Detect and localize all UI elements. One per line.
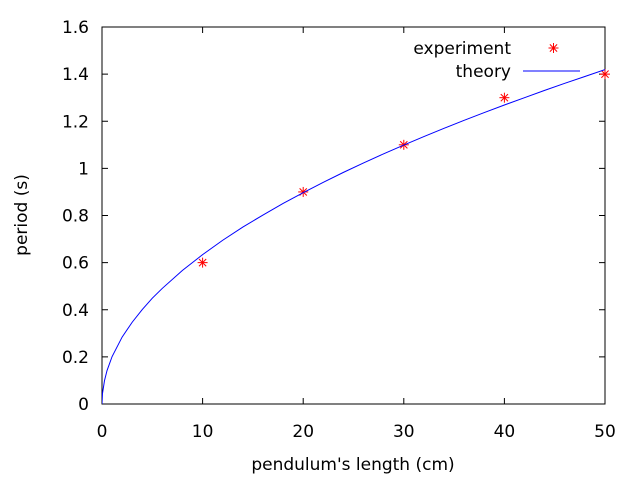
legend-swatch-experiment — [548, 43, 559, 53]
y-tick-label: 1.2 — [62, 112, 89, 132]
y-tick-label: 0.6 — [62, 254, 89, 274]
x-tick-label: 50 — [594, 422, 616, 442]
data-point-experiment — [499, 92, 510, 103]
legend-label-experiment: experiment — [413, 39, 511, 59]
x-tick-label: 40 — [494, 422, 516, 442]
plot-frame — [101, 26, 606, 405]
legend-label-theory: theory — [456, 62, 511, 82]
data-point-experiment — [197, 257, 208, 268]
x-axis-label: pendulum's length (cm) — [251, 455, 454, 475]
data-point-experiment — [298, 186, 309, 197]
y-tick-label: 1.4 — [62, 65, 89, 85]
data-point-experiment — [600, 69, 610, 80]
y-tick-label: 0 — [78, 395, 89, 415]
x-tick-label: 30 — [393, 422, 415, 442]
y-tick-label: 1.6 — [62, 18, 89, 38]
x-tick-label: 20 — [292, 422, 314, 442]
y-tick-label: 0.2 — [62, 348, 89, 368]
x-tick-label: 0 — [97, 422, 108, 442]
legend: experiment theory — [413, 39, 580, 82]
y-tick-label: 0.8 — [62, 207, 89, 227]
ticks-layer: 0 10 20 30 40 50 0 0.2 0.4 0.6 0.8 1 1.2 1.4 1.6 — [62, 18, 616, 442]
series-line-theory — [102, 69, 605, 404]
y-tick-label: 1 — [78, 159, 89, 179]
y-tick-label: 0.4 — [62, 301, 89, 321]
y-axis-label: period (s) — [12, 174, 32, 256]
x-tick-label: 10 — [192, 422, 214, 442]
plot-frame-layer — [101, 26, 606, 405]
series-layer — [102, 69, 610, 404]
